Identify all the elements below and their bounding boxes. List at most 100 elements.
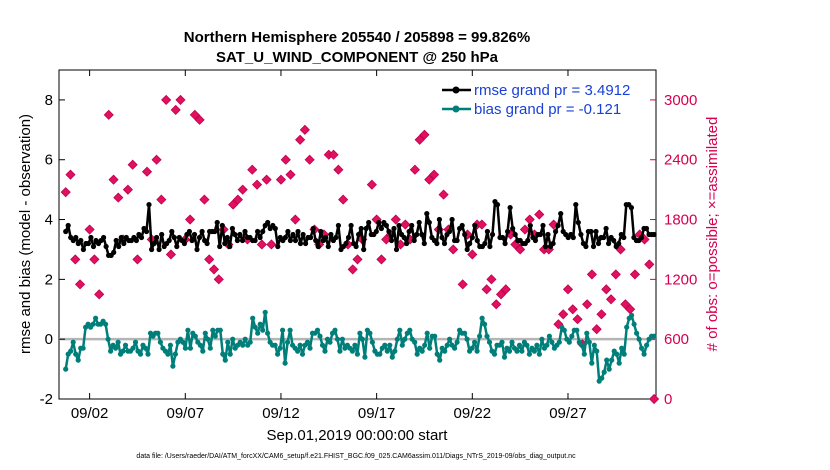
obs-possible-marker	[414, 134, 425, 145]
x-tick-label: 09/27	[549, 405, 587, 422]
rmse-point	[421, 240, 427, 247]
y-tick-label: 4	[45, 212, 53, 229]
y-tick-label: 8	[45, 92, 53, 109]
obs-possible-marker	[409, 164, 420, 175]
rmse-point	[116, 243, 122, 250]
bias-point	[624, 324, 630, 330]
obs-possible-marker	[620, 299, 631, 310]
obs-possible-marker	[419, 129, 430, 140]
rmse-point	[500, 234, 506, 241]
bias-point	[307, 345, 313, 351]
bias-point	[260, 327, 266, 333]
bias-point	[240, 342, 246, 348]
obs-possible-marker	[151, 154, 162, 165]
bias-point	[599, 375, 605, 381]
rmse-point	[239, 237, 246, 244]
obs-possible-marker	[629, 269, 641, 280]
bias-point	[187, 345, 193, 351]
bias-point	[549, 339, 555, 345]
rmse-point	[651, 231, 657, 238]
rmse-point	[386, 228, 392, 235]
bias-point	[644, 342, 650, 348]
obs-possible-marker	[156, 194, 167, 205]
obs-possible-marker	[94, 289, 105, 300]
bias-point	[157, 339, 163, 345]
rmse-point	[484, 228, 490, 235]
bias-point	[636, 336, 642, 342]
bias-point	[202, 330, 208, 336]
rmse-point	[214, 219, 220, 226]
bias-point	[227, 351, 233, 357]
obs-possible-marker	[199, 194, 210, 205]
obs-possible-marker	[500, 284, 511, 295]
obs-possible-marker	[347, 264, 358, 275]
rmse-point	[467, 240, 473, 247]
bias-point	[252, 324, 258, 330]
bias-point	[444, 342, 450, 348]
chart-title-group: Northern Hemisphere 205540 / 205898 = 99…	[184, 29, 530, 66]
rmse-point	[487, 243, 493, 250]
bias-point	[601, 369, 607, 375]
bias-point	[514, 348, 520, 354]
obs-possible-marker	[649, 393, 660, 405]
obs-possible-marker	[165, 249, 177, 260]
rmse-point	[404, 240, 410, 247]
rmse-point	[606, 240, 612, 247]
rmse-point	[189, 237, 195, 244]
rmse-point	[138, 234, 145, 241]
obs-possible-marker	[295, 134, 306, 145]
obs-possible-marker	[644, 259, 655, 270]
obs-possible-marker	[476, 219, 487, 230]
obs-possible-marker	[213, 274, 224, 285]
rmse-point	[63, 228, 69, 235]
bias-point	[247, 339, 253, 345]
bias-point	[185, 327, 191, 333]
obs-possible-marker	[170, 104, 181, 115]
bias-point	[482, 321, 488, 327]
rmse-point	[295, 228, 301, 235]
rmse-point	[265, 219, 271, 226]
obs-possible-marker	[448, 244, 459, 255]
bias-point	[539, 336, 545, 342]
bias-point	[314, 327, 321, 333]
rmse-point	[219, 222, 225, 229]
bias-point	[297, 342, 303, 348]
obs-possible-marker	[103, 109, 114, 120]
obs-possible-marker	[486, 274, 497, 285]
bias-point	[90, 321, 96, 327]
bias-point	[337, 348, 343, 354]
bias-point	[172, 351, 178, 357]
bias-point	[265, 330, 271, 336]
rmse-point	[638, 234, 645, 241]
rmse-point	[290, 231, 296, 238]
obs-possible-marker	[237, 184, 248, 195]
rmse-point	[313, 237, 319, 244]
bias-point	[561, 327, 567, 333]
y-tick-label: -2	[40, 391, 53, 408]
bias-point	[113, 345, 119, 351]
bias-point	[407, 327, 413, 333]
obs-possible-marker	[333, 164, 344, 175]
rmse-point	[174, 243, 180, 250]
bias-point	[299, 351, 306, 357]
bias-point	[546, 333, 553, 339]
bias-point	[399, 342, 405, 348]
rmse-point	[308, 234, 314, 241]
bias-point	[207, 345, 213, 351]
bias-point	[452, 345, 458, 351]
rmse-point	[103, 243, 109, 250]
bias-point	[103, 321, 109, 327]
bias-point	[621, 351, 627, 357]
bias-point	[586, 339, 592, 345]
bias-point	[641, 351, 647, 357]
rmse-point	[88, 234, 94, 241]
rmse-point	[603, 225, 609, 232]
rmse-point	[169, 228, 175, 235]
obs-possible-marker	[558, 309, 569, 320]
rmse-point	[121, 240, 127, 247]
bias-point	[479, 315, 485, 321]
obs-possible-marker	[108, 174, 119, 185]
bias-point	[566, 339, 572, 345]
rmse-point	[426, 219, 432, 226]
bias-point	[339, 336, 345, 342]
